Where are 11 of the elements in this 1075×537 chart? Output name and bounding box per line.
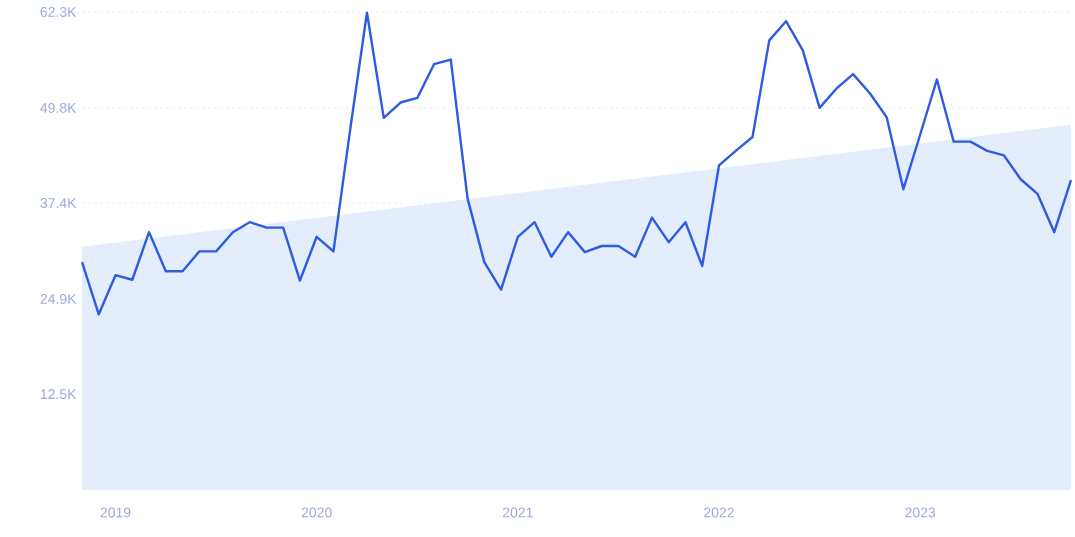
x-tick-label: 2022 — [704, 507, 734, 518]
x-tick-label: 2019 — [100, 507, 131, 518]
x-tick-label: 2021 — [502, 507, 533, 518]
line-series — [80, 11, 1073, 316]
y-tick-label: 62.3K — [40, 7, 77, 17]
x-tick-label: 2023 — [905, 507, 936, 518]
y-tick-label: 49.8K — [40, 102, 77, 113]
x-tick-label: 2020 — [301, 507, 332, 518]
y-tick-label: 24.9K — [40, 293, 77, 304]
y-tick-label: 37.4K — [40, 198, 77, 208]
y-tick-label: 12.5K — [40, 389, 77, 400]
